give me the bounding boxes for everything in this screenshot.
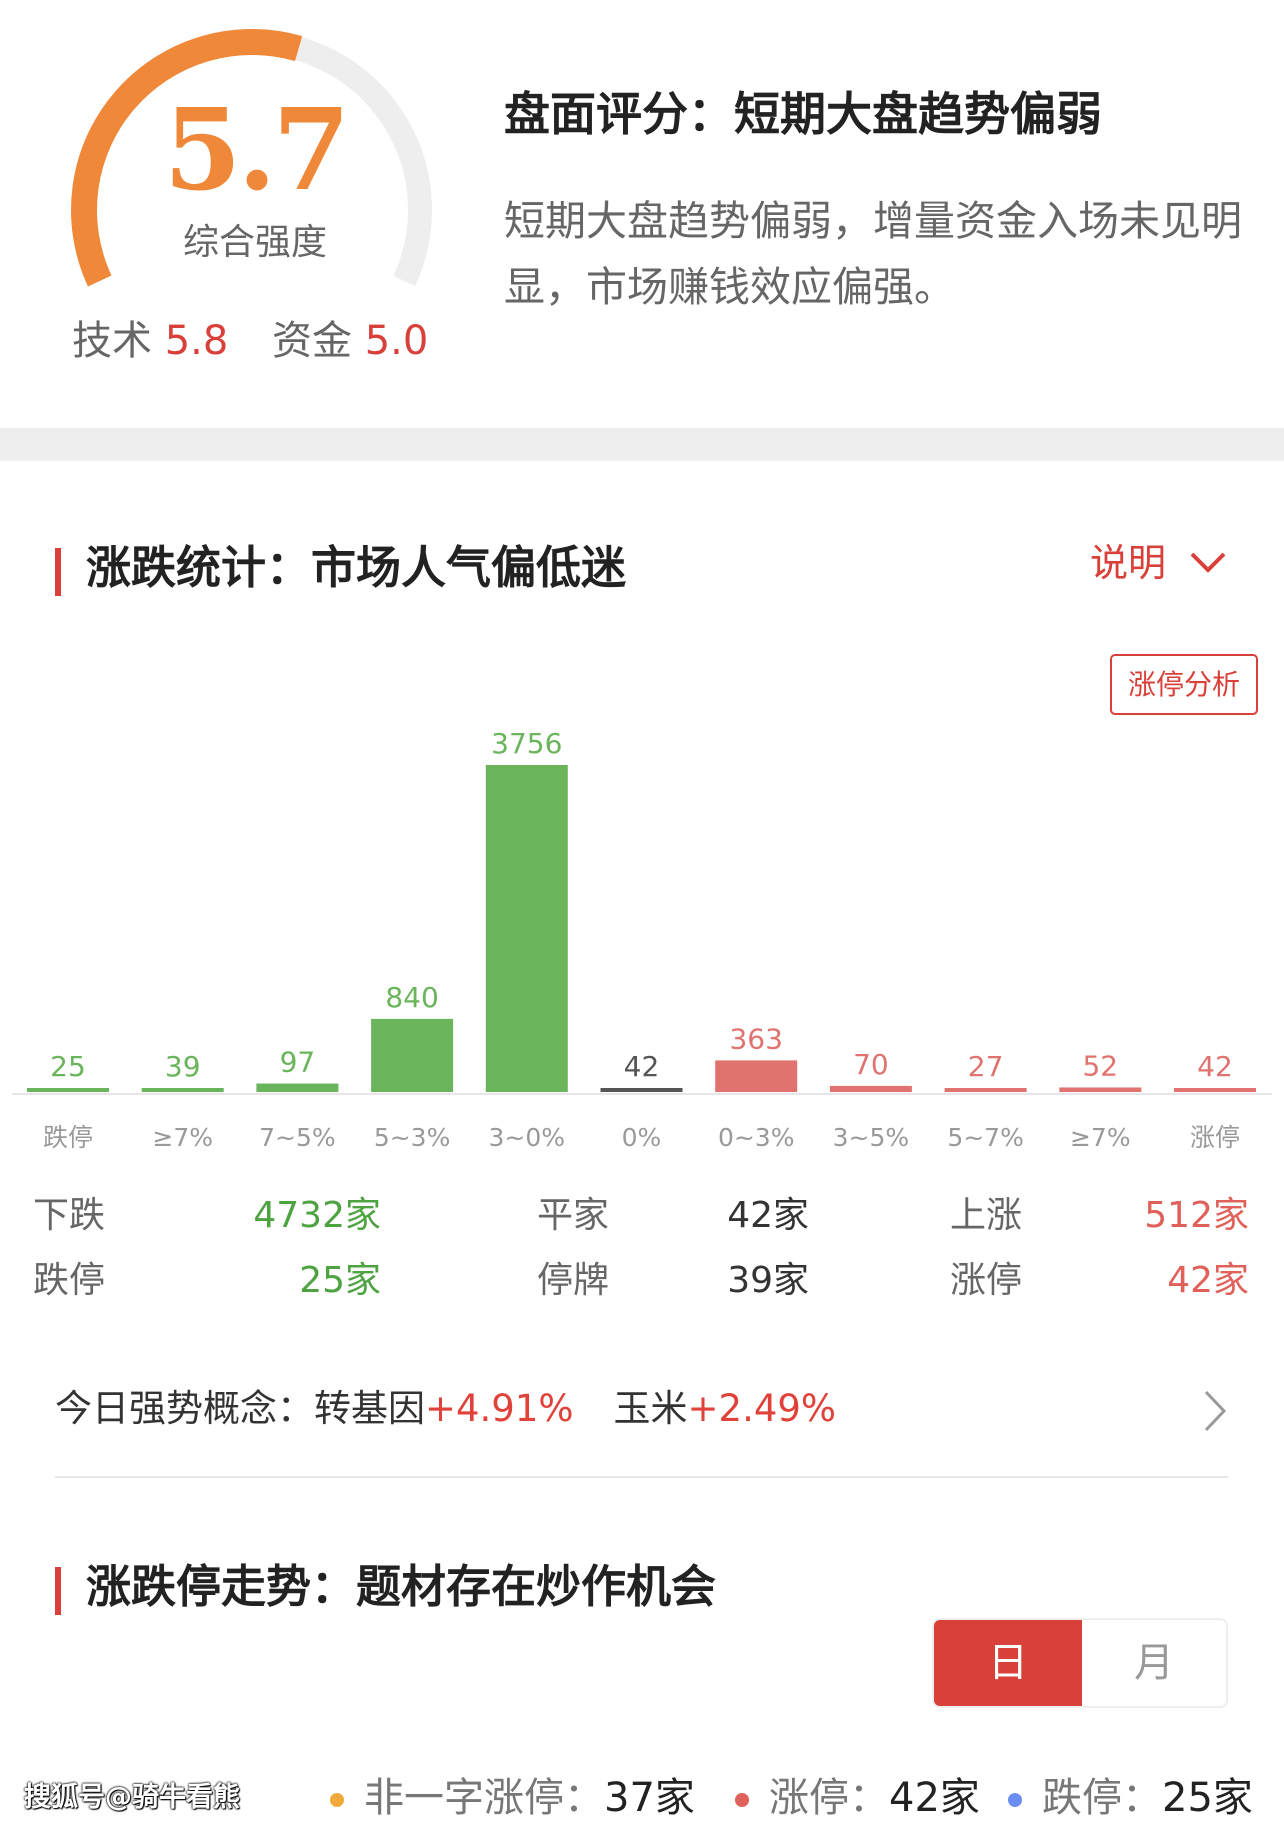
tab-month[interactable]: 月 <box>1082 1620 1226 1706</box>
bar <box>1174 1088 1256 1092</box>
divider <box>55 1476 1228 1478</box>
bar <box>829 1085 912 1092</box>
category-label: 3~0% <box>489 1123 566 1152</box>
category-label: 涨停 <box>1190 1123 1240 1152</box>
category-label: 5~3% <box>374 1123 451 1152</box>
tech-score: 技术 5.8 <box>72 318 228 364</box>
legend-label: 跌停： <box>1042 1775 1162 1821</box>
limit-up-analysis-button[interactable]: 涨停分析 <box>1110 654 1258 715</box>
bar-value-label: 97 <box>280 1046 316 1079</box>
stat-value: 25家 <box>299 1260 381 1301</box>
fund-value: 5.0 <box>364 318 429 364</box>
stat-value: 42家 <box>1167 1260 1249 1301</box>
bar-value-label: 363 <box>729 1022 782 1055</box>
composite-score-label: 综合强度 <box>182 222 327 263</box>
score-gauge <box>71 29 432 287</box>
chevron-down-icon[interactable] <box>1188 548 1228 578</box>
bar-value-label: 70 <box>853 1048 889 1081</box>
legend-value: 37家 <box>604 1775 695 1821</box>
bar-value-label: 3756 <box>491 727 562 760</box>
explain-button[interactable]: 说明 <box>1090 541 1167 585</box>
category-label: ≥7% <box>152 1123 213 1152</box>
bar <box>371 1018 454 1092</box>
tech-label: 技术 <box>72 318 152 364</box>
category-label: 3~5% <box>833 1123 910 1152</box>
category-label: 0~3% <box>718 1123 795 1152</box>
bar <box>141 1088 224 1092</box>
concept-change: +2.49% <box>687 1387 837 1430</box>
bar <box>600 1088 683 1092</box>
stat-label: 涨停 <box>950 1260 1023 1301</box>
category-label: 0% <box>622 1123 662 1152</box>
legend-label: 非一字涨停： <box>364 1775 604 1821</box>
tab-day[interactable]: 日 <box>934 1620 1082 1706</box>
strong-concepts-row[interactable]: 今日强势概念：转基因+4.91% 玉米+2.49% <box>55 1387 837 1431</box>
section-title-limit-trend: 涨跌停走势：题材存在炒作机会 <box>86 1560 717 1613</box>
legend-dot <box>735 1793 749 1807</box>
section-title-rise-fall: 涨跌统计：市场人气偏低迷 <box>86 541 627 594</box>
concept-name: 转基因 <box>314 1387 425 1430</box>
bar-value-label: 27 <box>968 1050 1004 1083</box>
stat-value: 39家 <box>727 1260 809 1301</box>
concept-change: +4.91% <box>425 1387 574 1430</box>
category-label: 5~7% <box>947 1123 1024 1152</box>
legend-value: 25家 <box>1162 1775 1253 1821</box>
bar <box>485 765 568 1092</box>
legend-item: 跌停：25家 <box>1008 1775 1253 1821</box>
bar-value-label: 42 <box>624 1050 660 1083</box>
chevron-right-icon[interactable] <box>1200 1388 1230 1434</box>
category-label: 7~5% <box>259 1123 336 1152</box>
summary-title: 盘面评分：短期大盘趋势偏弱 <box>504 87 1102 141</box>
concept-name: 玉米 <box>613 1387 688 1430</box>
bar <box>256 1083 339 1092</box>
stat-value: 512家 <box>1144 1195 1249 1236</box>
bar <box>715 1060 798 1092</box>
legend-label: 涨停： <box>769 1775 889 1821</box>
stat-label: 下跌 <box>33 1195 106 1236</box>
concepts-label: 今日强势概念： <box>55 1387 314 1430</box>
watermark: 搜狐号@骑牛看熊 <box>24 1782 240 1813</box>
gauge-fill <box>71 29 303 287</box>
bar <box>944 1088 1027 1092</box>
stat-label: 平家 <box>537 1195 610 1236</box>
stat-value: 4732家 <box>253 1195 381 1236</box>
stat-value: 42家 <box>727 1195 809 1236</box>
legend-item: 涨停：42家 <box>735 1775 980 1821</box>
category-label: 跌停 <box>43 1123 93 1152</box>
bar-value-label: 52 <box>1082 1049 1118 1082</box>
stat-label: 上涨 <box>950 1195 1023 1236</box>
fund-score: 资金 5.0 <box>272 318 428 364</box>
summary-description: 短期大盘趋势偏弱，增量资金入场未见明显，市场赚钱效应偏强。 <box>504 197 1242 311</box>
bar-value-label: 840 <box>385 981 438 1014</box>
bar-value-label: 42 <box>1197 1050 1233 1083</box>
legend-item: 非一字涨停：37家 <box>330 1775 695 1821</box>
period-toggle: 日 月 <box>932 1618 1228 1708</box>
rise-fall-distribution-chart: 25 跌停 39 ≥7% 97 7~5% 840 5~3% 3756 3~0% 42 0% 363 0~3… <box>12 727 1272 1152</box>
bar <box>1059 1087 1142 1092</box>
legend-dot <box>1008 1793 1022 1807</box>
fund-label: 资金 <box>272 318 352 364</box>
bar <box>27 1088 109 1092</box>
tech-value: 5.8 <box>164 318 229 364</box>
section-separator <box>0 428 1284 461</box>
legend-value: 42家 <box>889 1775 980 1821</box>
bar-value-label: 25 <box>50 1050 86 1083</box>
section-accent-bar <box>55 548 61 596</box>
legend-dot <box>330 1793 344 1807</box>
section-accent-bar <box>55 1567 61 1615</box>
stat-label: 跌停 <box>33 1260 106 1301</box>
category-label: ≥7% <box>1070 1123 1131 1152</box>
bar-value-label: 39 <box>165 1050 201 1083</box>
composite-score: 5.7 <box>163 85 351 216</box>
stat-label: 停牌 <box>537 1260 610 1301</box>
